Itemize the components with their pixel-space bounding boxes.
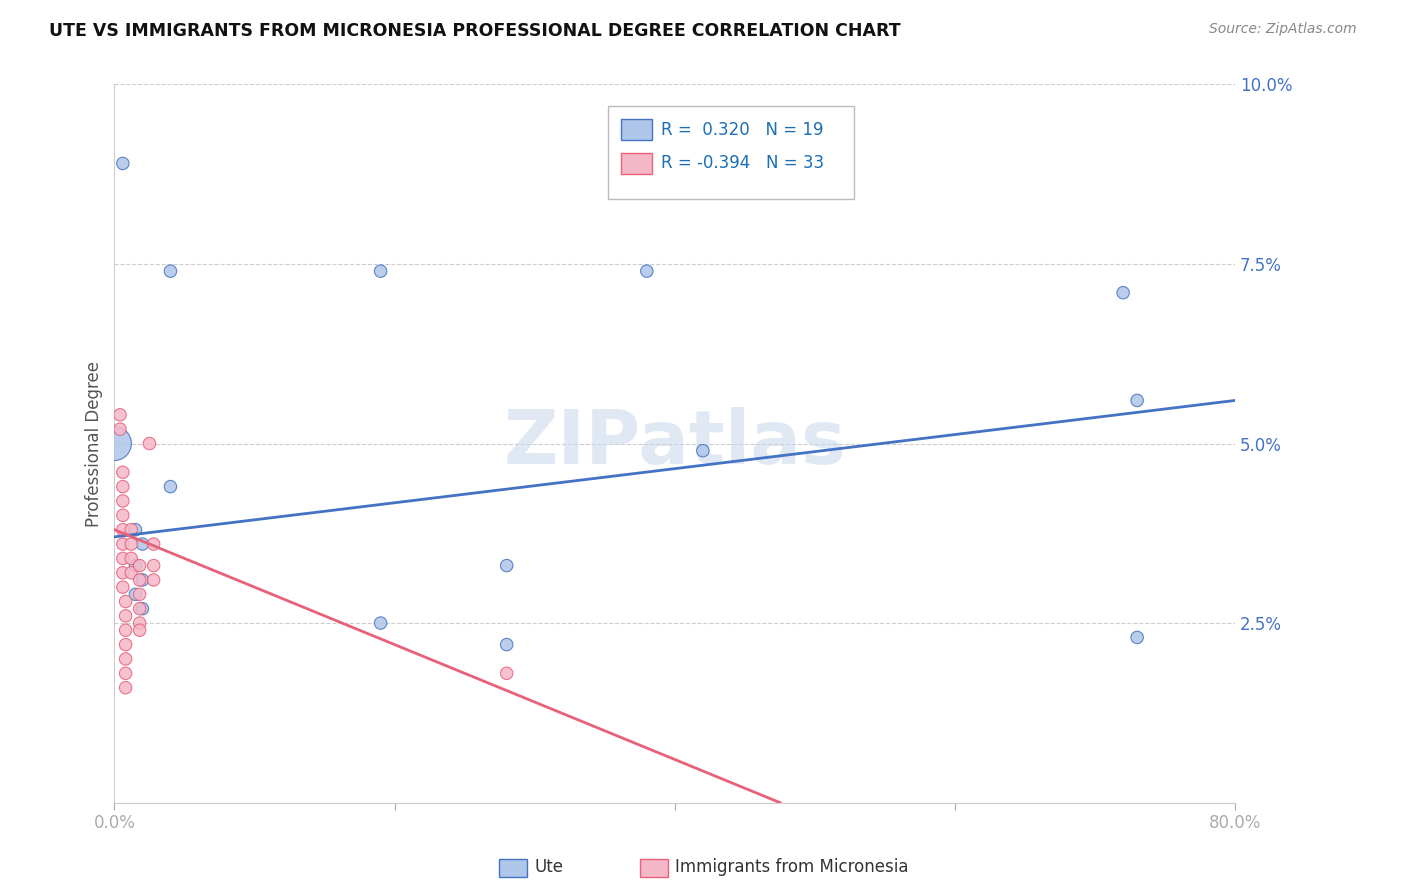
Point: [142, 573, 165, 587]
Point: [111, 551, 134, 566]
Point: [111, 156, 134, 170]
Point: [128, 558, 150, 573]
Point: [1126, 631, 1149, 645]
Point: [114, 594, 136, 608]
Point: [159, 264, 181, 278]
Point: [111, 580, 134, 594]
Point: [370, 615, 392, 630]
Point: [159, 480, 181, 494]
Y-axis label: Professional Degree: Professional Degree: [86, 360, 103, 526]
Point: [131, 601, 153, 615]
FancyBboxPatch shape: [621, 119, 652, 140]
Point: [142, 537, 165, 551]
Point: [128, 601, 150, 615]
FancyBboxPatch shape: [621, 153, 652, 174]
Point: [120, 537, 142, 551]
Text: Immigrants from Micronesia: Immigrants from Micronesia: [675, 858, 908, 876]
Point: [124, 587, 146, 601]
Text: UTE VS IMMIGRANTS FROM MICRONESIA PROFESSIONAL DEGREE CORRELATION CHART: UTE VS IMMIGRANTS FROM MICRONESIA PROFES…: [49, 22, 901, 40]
Point: [111, 523, 134, 537]
Point: [1112, 285, 1135, 300]
Point: [124, 523, 146, 537]
Point: [103, 436, 125, 450]
Point: [370, 264, 392, 278]
Point: [114, 666, 136, 681]
Text: R = -0.394   N = 33: R = -0.394 N = 33: [661, 154, 824, 172]
Point: [111, 480, 134, 494]
Text: ZIPatlas: ZIPatlas: [503, 407, 846, 480]
Text: Source: ZipAtlas.com: Source: ZipAtlas.com: [1209, 22, 1357, 37]
Point: [692, 443, 714, 458]
Point: [131, 573, 153, 587]
Point: [114, 681, 136, 695]
Point: [120, 566, 142, 580]
Point: [114, 638, 136, 652]
Point: [495, 666, 517, 681]
Text: R =  0.320   N = 19: R = 0.320 N = 19: [661, 120, 824, 138]
Point: [128, 615, 150, 630]
Point: [114, 624, 136, 638]
Point: [1126, 393, 1149, 408]
Point: [111, 537, 134, 551]
Point: [124, 558, 146, 573]
Point: [111, 494, 134, 508]
Point: [142, 558, 165, 573]
Point: [114, 608, 136, 623]
Point: [111, 465, 134, 479]
Point: [108, 408, 131, 422]
Point: [128, 573, 150, 587]
Point: [111, 566, 134, 580]
Point: [120, 523, 142, 537]
Point: [495, 558, 517, 573]
Point: [120, 551, 142, 566]
Point: [114, 652, 136, 666]
Point: [495, 638, 517, 652]
Point: [138, 436, 160, 450]
Point: [128, 587, 150, 601]
Point: [636, 264, 658, 278]
FancyBboxPatch shape: [607, 106, 853, 199]
Point: [108, 422, 131, 436]
Point: [111, 508, 134, 523]
Point: [131, 537, 153, 551]
Text: Ute: Ute: [534, 858, 564, 876]
Point: [128, 624, 150, 638]
